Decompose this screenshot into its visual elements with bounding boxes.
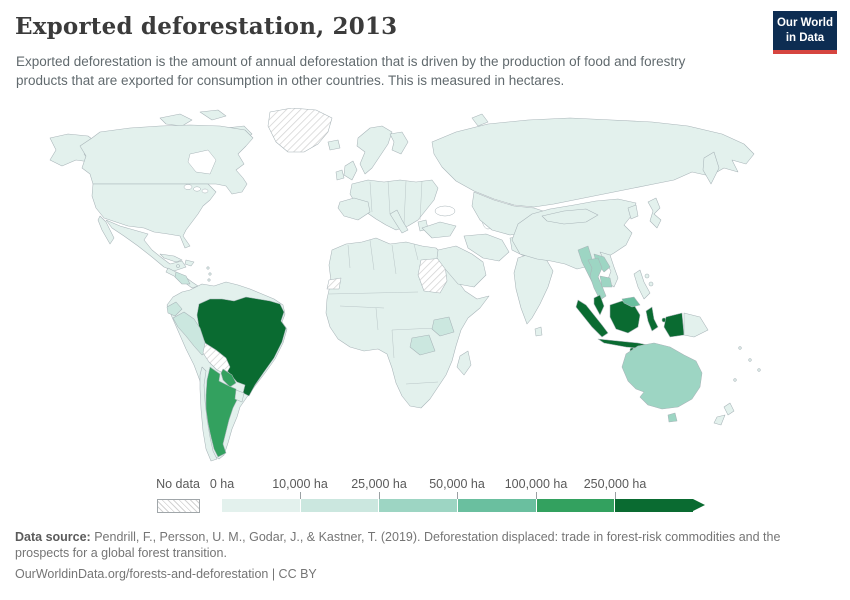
legend-tick (300, 492, 301, 499)
legend-color-bar (222, 499, 694, 512)
legend-tick (457, 492, 458, 499)
country-chile[interactable] (199, 366, 218, 462)
country-australia[interactable] (621, 342, 703, 410)
country-usa[interactable] (91, 183, 217, 249)
legend-segment-0[interactable] (222, 499, 300, 512)
sulawesi[interactable] (645, 306, 659, 332)
pacific-islands (733, 346, 761, 382)
novaya-zemlya (471, 113, 489, 127)
tasmania[interactable] (667, 412, 678, 423)
country-honduras-nicaragua[interactable] (174, 271, 191, 285)
legend-bin-label-5: 250,000 ha (583, 477, 647, 491)
sumatra[interactable] (575, 299, 609, 338)
north-borneo-malaysia[interactable] (621, 296, 641, 308)
country-india[interactable] (513, 252, 554, 325)
country-papua-new-guinea[interactable] (683, 312, 709, 338)
scandinavia[interactable] (356, 125, 393, 175)
africa-inner-borders (328, 239, 439, 385)
legend-bin-label-2: 25,000 ha (351, 477, 407, 491)
country-argentina[interactable] (205, 366, 239, 458)
data-source-text: Pendrill, F., Persson, U. M., Godar, J.,… (15, 530, 781, 560)
country-canada[interactable] (79, 124, 254, 195)
legend-tick (536, 492, 537, 499)
country-mexico[interactable] (105, 219, 187, 272)
country-japan[interactable] (647, 197, 662, 229)
country-finland[interactable] (389, 131, 409, 155)
legend-tick (379, 492, 380, 499)
country-iceland[interactable] (327, 139, 341, 151)
legend-bin-label-0: 0 ha (209, 477, 235, 491)
black-sea (434, 205, 456, 217)
africa-base[interactable] (325, 237, 490, 409)
country-thailand[interactable] (587, 257, 607, 301)
page-title: Exported deforestation, 2013 (15, 13, 398, 40)
legend-segment-2[interactable] (379, 499, 458, 512)
owid-logo-box: Our World in Data (773, 11, 837, 50)
map-legend: No data 0 ha 10,000 ha 25,000 ha 50,000 … (0, 475, 850, 515)
country-italy[interactable] (389, 209, 409, 234)
new-zealand-south[interactable] (713, 414, 726, 426)
legend-bin-label-1: 10,000 ha (272, 477, 328, 491)
kamchatka (702, 151, 720, 185)
country-ireland[interactable] (335, 169, 345, 181)
country-tanzania[interactable] (431, 316, 455, 337)
country-iran[interactable] (463, 233, 510, 262)
country-sri-lanka (534, 326, 543, 337)
chart-subtitle: Exported deforestation is the amount of … (16, 54, 686, 89)
country-cambodia[interactable] (599, 275, 613, 288)
world-choropleth-map (49, 108, 761, 462)
baja-california[interactable] (97, 215, 115, 245)
legend-no-data-label: No data (156, 477, 200, 491)
legend-arrow-cap (693, 499, 705, 511)
europe-inner-borders (369, 180, 423, 225)
owid-logo[interactable]: Our World in Data (773, 11, 837, 54)
philippine-islands (644, 273, 654, 287)
owid-url-license: OurWorldinData.org/forests-and-deforesta… (15, 567, 317, 581)
country-mongolia[interactable] (541, 208, 599, 225)
owid-logo-line2: in Data (785, 31, 825, 44)
legend-no-data-swatch[interactable] (157, 499, 200, 513)
legend-bin-label-3: 50,000 ha (429, 477, 485, 491)
owid-logo-accent-bar (773, 49, 837, 54)
great-lakes (183, 184, 209, 194)
owid-logo-line1: Our World (776, 17, 833, 29)
legend-segment-1[interactable] (300, 499, 379, 512)
caribbean-islands (159, 253, 212, 282)
country-uruguay[interactable] (234, 389, 245, 403)
legend-segment-5[interactable] (615, 499, 694, 512)
data-source-note: Data source: Pendrill, F., Persson, U. M… (15, 529, 815, 561)
west-new-guinea[interactable] (663, 312, 685, 338)
korea[interactable] (627, 204, 639, 220)
data-source-label: Data source: (15, 530, 91, 544)
country-philippines[interactable] (633, 269, 651, 300)
new-zealand-north[interactable] (723, 402, 735, 416)
arabian-peninsula[interactable] (436, 245, 487, 288)
country-russia[interactable] (431, 117, 755, 208)
legend-segment-3[interactable] (458, 499, 536, 512)
iberia[interactable] (337, 197, 371, 221)
hudson-bay (187, 149, 217, 175)
country-ecuador[interactable] (166, 301, 183, 317)
legend-tick (615, 492, 616, 499)
country-turkey[interactable] (421, 221, 457, 239)
country-madagascar[interactable] (456, 350, 472, 376)
legend-segment-4[interactable] (536, 499, 615, 512)
country-western-sahara[interactable] (326, 277, 342, 290)
malay-peninsula[interactable] (593, 294, 605, 316)
legend-bin-label-4: 100,000 ha (504, 477, 568, 491)
country-uk[interactable] (343, 160, 358, 181)
country-zambia[interactable] (409, 334, 436, 356)
country-greenland[interactable] (267, 108, 333, 153)
